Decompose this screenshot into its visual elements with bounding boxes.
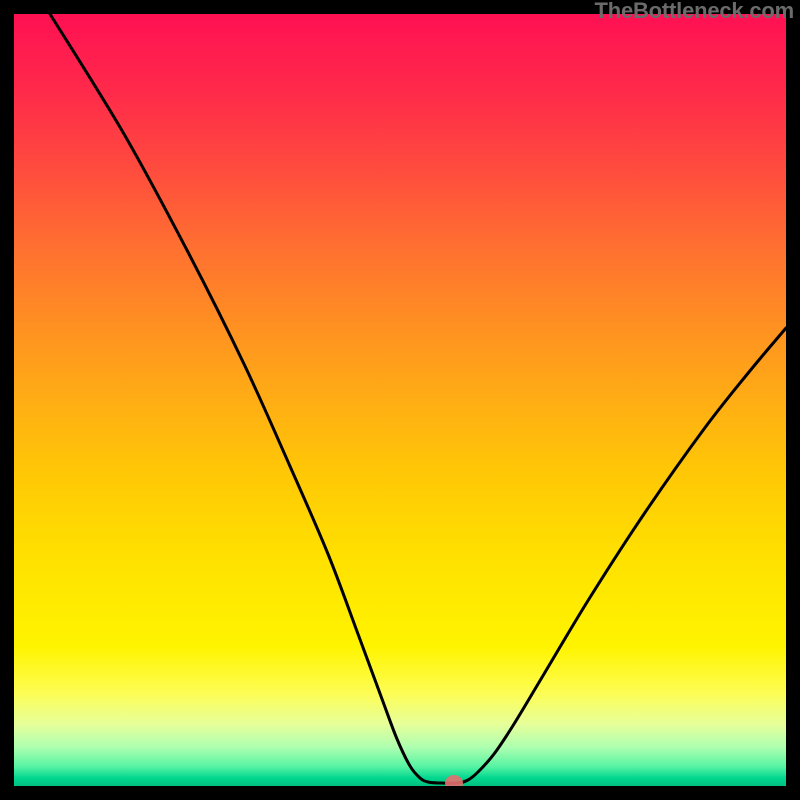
optimal-point-marker <box>445 775 463 786</box>
curve-layer <box>14 14 786 786</box>
plot-area <box>14 14 786 786</box>
watermark-text: TheBottleneck.com <box>594 0 794 24</box>
bottleneck-curve <box>50 14 786 783</box>
chart-frame: TheBottleneck.com <box>0 0 800 800</box>
